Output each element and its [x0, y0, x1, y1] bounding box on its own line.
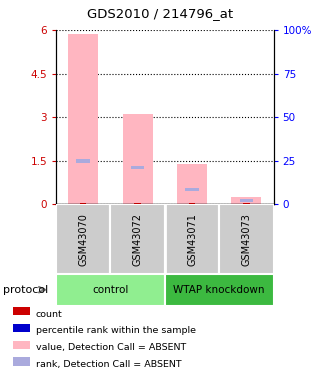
Bar — [56, 274, 165, 306]
Bar — [13, 340, 29, 349]
Bar — [231, 197, 261, 204]
Bar — [177, 164, 207, 204]
Bar — [80, 202, 86, 204]
Bar — [243, 202, 250, 204]
Text: GDS2010 / 214796_at: GDS2010 / 214796_at — [87, 7, 233, 20]
Text: count: count — [36, 310, 62, 319]
Text: control: control — [92, 285, 129, 295]
Bar — [123, 114, 153, 204]
Text: value, Detection Call = ABSENT: value, Detection Call = ABSENT — [36, 344, 186, 352]
Bar — [56, 204, 110, 274]
Text: GSM43072: GSM43072 — [132, 213, 143, 266]
Bar — [185, 188, 199, 191]
Text: protocol: protocol — [3, 285, 48, 295]
Bar — [219, 204, 274, 274]
Bar — [240, 199, 253, 202]
Bar — [13, 357, 29, 366]
Bar — [68, 34, 98, 204]
Text: GSM43073: GSM43073 — [241, 213, 252, 266]
Bar — [13, 324, 29, 332]
Bar — [76, 159, 90, 162]
Bar — [131, 166, 144, 169]
Bar — [189, 202, 195, 204]
Text: percentile rank within the sample: percentile rank within the sample — [36, 326, 196, 335]
Bar — [165, 274, 274, 306]
Text: GSM43070: GSM43070 — [78, 213, 88, 266]
Bar — [110, 204, 165, 274]
Bar — [134, 202, 141, 204]
Bar — [13, 307, 29, 315]
Text: GSM43071: GSM43071 — [187, 213, 197, 266]
Bar — [165, 204, 219, 274]
Text: rank, Detection Call = ABSENT: rank, Detection Call = ABSENT — [36, 360, 181, 369]
Text: WTAP knockdown: WTAP knockdown — [173, 285, 265, 295]
